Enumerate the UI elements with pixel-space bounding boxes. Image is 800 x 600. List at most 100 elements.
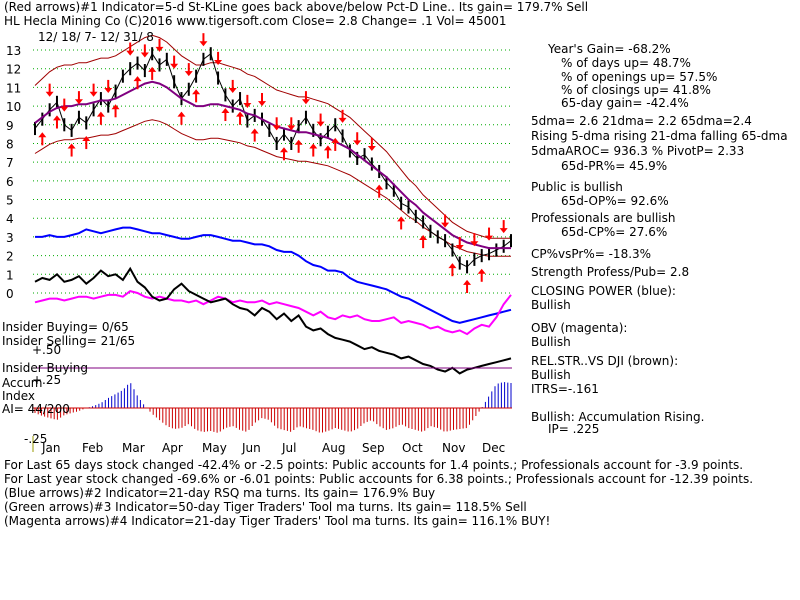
stat-professionals: Professionals are bullish <box>531 211 676 225</box>
y-tick-label-9: 9 <box>6 119 14 133</box>
obv-status: Bullish <box>531 335 571 349</box>
red-sell-arrow <box>185 63 193 76</box>
footer-blue-arrows: (Blue arrows)#2 Indicator=21-day RSQ ma … <box>4 486 435 500</box>
arrow-head <box>177 112 185 117</box>
red-sell-arrow <box>104 80 112 93</box>
stat-years-gain: Year's Gain= -68.2% <box>548 42 671 56</box>
red-sell-arrow <box>46 84 54 97</box>
arrow-head <box>46 92 54 97</box>
red-sell-arrow <box>353 132 361 145</box>
month-label-feb: Feb <box>82 441 103 455</box>
red-sell-arrow <box>90 84 98 97</box>
red-buy-arrow <box>192 89 200 102</box>
closing-power-status: Bullish <box>531 298 571 312</box>
month-label-sep: Sep <box>362 441 385 455</box>
stat-cp-pct: 65d-CP%= 27.6% <box>561 225 667 239</box>
header-indicator-line: (Red arrows)#1 Indicator=5-d St-KLine go… <box>4 0 588 14</box>
y-tick-label-13: 13 <box>6 44 21 58</box>
stat-closings-up: % of closings up= 41.8% <box>561 83 711 97</box>
arrow-head <box>134 76 142 81</box>
arrow-head <box>478 269 486 274</box>
month-label-nov: Nov <box>442 441 465 455</box>
closing-power-label: CLOSING POWER (blue): <box>531 284 676 298</box>
red-sell-arrow <box>229 80 237 93</box>
arrow-head <box>251 129 259 134</box>
red-sell-arrow <box>243 95 251 108</box>
y-tick-label-8: 8 <box>6 137 14 151</box>
stat-dma: 5dma= 2.6 21dma= 2.2 65dma=2.4 <box>531 114 752 128</box>
arrow-head <box>324 145 332 150</box>
red-sell-arrow <box>287 117 295 130</box>
accum-plus25-label: +.25 <box>32 373 61 387</box>
month-label-aug: Aug <box>322 441 345 455</box>
arrow-head <box>141 52 149 57</box>
red-buy-arrow <box>97 112 105 125</box>
red-buy-arrow <box>236 112 244 125</box>
red-buy-arrow <box>463 280 471 293</box>
relstr-label: REL.STR..VS DJI (brown): <box>531 354 678 368</box>
stat-public: Public is bullish <box>531 180 623 194</box>
header-date-range: 12/ 18/ 7- 12/ 31/ 8 <box>38 30 154 44</box>
month-label-jun: Jun <box>241 441 261 455</box>
arrow-head <box>185 71 193 76</box>
arrow-head <box>155 47 163 52</box>
arrow-head <box>229 88 237 93</box>
stat-cp-vs-pr: CP%vsPr%= -18.3% <box>531 247 651 261</box>
y-tick-label-2: 2 <box>6 250 14 264</box>
arrow-head <box>258 101 266 106</box>
price-line-layer <box>35 47 511 273</box>
red-sell-arrow <box>199 33 207 46</box>
red-sell-arrow <box>368 138 376 151</box>
red-sell-arrow <box>500 220 508 233</box>
arrow-head <box>126 51 134 56</box>
arrow-head <box>309 143 317 148</box>
y-tick-label-7: 7 <box>6 156 14 170</box>
arrow-head <box>112 104 120 109</box>
month-label-dec: Dec <box>482 441 505 455</box>
ip-value: IP= .225 <box>548 422 599 436</box>
arrow-head <box>53 115 61 120</box>
y-tick-label-6: 6 <box>6 175 14 189</box>
arrow-head <box>60 107 68 112</box>
red-buy-arrow <box>295 140 303 153</box>
arrow-head <box>463 280 471 285</box>
ai-label: AI= 44/200 <box>2 402 70 416</box>
arrow-head <box>199 41 207 46</box>
arrow-head <box>170 64 178 69</box>
month-label-jul: Jul <box>281 441 296 455</box>
arrow-head <box>302 99 310 104</box>
red-buy-arrow <box>309 143 317 156</box>
arrow-head <box>317 122 325 127</box>
arrow-head <box>192 89 200 94</box>
red-buy-arrow <box>324 145 332 158</box>
arrow-head <box>221 108 229 113</box>
stat-days-up: % of days up= 48.7% <box>561 56 691 70</box>
arrow-head <box>368 146 376 151</box>
y-tick-label-10: 10 <box>6 100 21 114</box>
relstr-status: Bullish <box>531 368 571 382</box>
red-buy-arrow <box>53 115 61 128</box>
arrow-head <box>339 118 347 123</box>
insider-buying-count: Insider Buying= 0/65 <box>2 320 129 334</box>
stat-openings-up: % of openings up= 57.5% <box>561 70 717 84</box>
arrow-head <box>448 263 456 268</box>
price-gridlines <box>33 50 512 293</box>
red-buy-arrow <box>68 143 76 156</box>
red-sell-arrow <box>339 110 347 123</box>
footer-line-65day: For Last 65 days stock changed -42.4% or… <box>4 458 743 472</box>
red-sell-arrow <box>141 44 149 57</box>
y-tick-label-11: 11 <box>6 81 21 95</box>
y-tick-label-3: 3 <box>6 231 14 245</box>
red-buy-arrow <box>221 108 229 121</box>
price-close-line <box>35 54 511 267</box>
arrow-head <box>419 235 427 240</box>
arrow-head <box>236 112 244 117</box>
red-buy-arrow <box>112 104 120 117</box>
red-sell-arrow <box>75 91 83 104</box>
y-tick-label-4: 4 <box>6 212 14 226</box>
arrow-head <box>353 140 361 145</box>
arrow-head <box>38 132 46 137</box>
red-buy-arrow <box>251 129 259 142</box>
insider-selling-count: Insider Selling= 21/65 <box>2 334 135 348</box>
